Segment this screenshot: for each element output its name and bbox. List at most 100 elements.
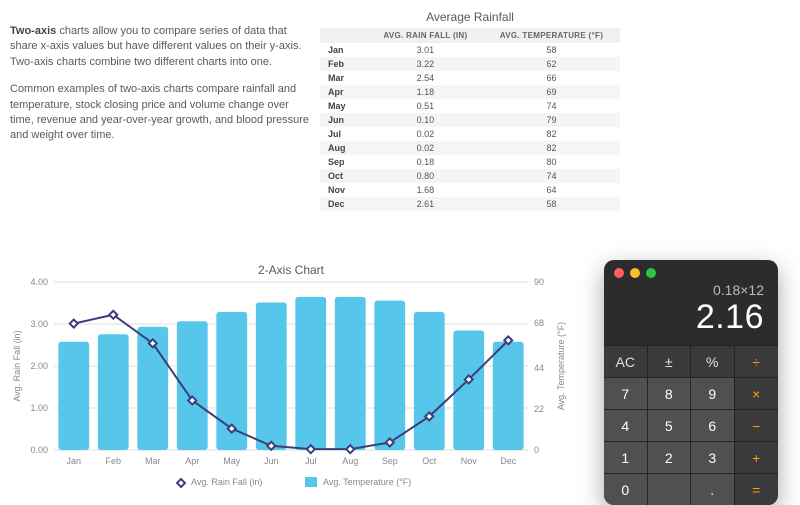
key-0[interactable]: 0 [604, 473, 648, 505]
legend-line: Avg. Rain Fall (in) [191, 477, 262, 487]
key-8[interactable]: 8 [648, 377, 692, 409]
table-title: Average Rainfall [320, 10, 620, 24]
marker [70, 320, 78, 328]
svg-text:68: 68 [534, 318, 544, 328]
legend-bar: Avg. Temperature (°F) [323, 477, 411, 487]
svg-text:2.00: 2.00 [30, 361, 48, 371]
key-×[interactable]: × [735, 377, 779, 409]
minimize-icon[interactable] [630, 268, 640, 278]
bar [256, 303, 287, 450]
chart-svg: 2-Axis Chart0.001.002.003.004.0002244689… [6, 260, 576, 490]
x-tick: Dec [500, 456, 517, 466]
maximize-icon[interactable] [646, 268, 656, 278]
key-3[interactable]: 3 [691, 441, 735, 473]
cell-month: Jul [320, 127, 368, 141]
key-2[interactable]: 2 [648, 441, 692, 473]
cell-rain: 0.51 [368, 99, 483, 113]
cell-temp: 80 [483, 155, 620, 169]
y-right-label: Avg. Temperature (°F) [556, 322, 566, 410]
calculator-window[interactable]: 0.18×12 2.16 AC±%÷ 789× 456− 123+0.= [604, 260, 778, 505]
table-row: Aug0.0282 [320, 141, 620, 155]
cell-temp: 82 [483, 141, 620, 155]
table-row: Nov1.6864 [320, 183, 620, 197]
calculator-keypad: AC±%÷ 789× 456− 123+0.= [604, 345, 778, 505]
cell-temp: 79 [483, 113, 620, 127]
table-row: Dec2.6158 [320, 197, 620, 211]
table-row: Jul0.0282 [320, 127, 620, 141]
calc-expression: 0.18×12 [618, 282, 764, 298]
key-AC[interactable]: AC [604, 345, 648, 377]
key-%[interactable]: % [691, 345, 735, 377]
svg-text:22: 22 [534, 404, 544, 414]
col-temp: Avg. Temperature (°F) [483, 28, 620, 43]
key-.[interactable]: . [691, 473, 735, 505]
cell-temp: 58 [483, 197, 620, 211]
table-row: Jan3.0158 [320, 43, 620, 57]
close-icon[interactable] [614, 268, 624, 278]
key-6[interactable]: 6 [691, 409, 735, 441]
svg-text:0.00: 0.00 [30, 445, 48, 455]
rainfall-table: Avg. Rain Fall (in) Avg. Temperature (°F… [320, 28, 620, 211]
cell-month: Nov [320, 183, 368, 197]
table-row: Jun0.1079 [320, 113, 620, 127]
cell-rain: 0.80 [368, 169, 483, 183]
cell-temp: 69 [483, 85, 620, 99]
key-9[interactable]: 9 [691, 377, 735, 409]
cell-month: Jan [320, 43, 368, 57]
key-1[interactable]: 1 [604, 441, 648, 473]
cell-rain: 3.22 [368, 57, 483, 71]
svg-text:4.00: 4.00 [30, 277, 48, 287]
bar [295, 297, 326, 450]
cell-month: Oct [320, 169, 368, 183]
table-row: Mar2.5466 [320, 71, 620, 85]
svg-text:0: 0 [534, 445, 539, 455]
cell-rain: 3.01 [368, 43, 483, 57]
cell-rain: 0.10 [368, 113, 483, 127]
cell-month: May [320, 99, 368, 113]
table-row: Feb3.2262 [320, 57, 620, 71]
y-left-label: Avg. Rain Fall (in) [12, 330, 22, 401]
key-blank [648, 473, 692, 505]
bar [414, 312, 445, 450]
bar [374, 301, 405, 450]
two-axis-chart: 2-Axis Chart0.001.002.003.004.0002244689… [6, 260, 576, 490]
col-rain: Avg. Rain Fall (in) [368, 28, 483, 43]
cell-temp: 66 [483, 71, 620, 85]
cell-temp: 74 [483, 169, 620, 183]
bar [493, 342, 524, 450]
cell-month: Dec [320, 197, 368, 211]
x-tick: Aug [342, 456, 358, 466]
svg-text:3.00: 3.00 [30, 319, 48, 329]
key-+[interactable]: + [735, 441, 779, 473]
key-±[interactable]: ± [648, 345, 692, 377]
x-tick: Sep [382, 456, 398, 466]
cell-temp: 62 [483, 57, 620, 71]
cell-month: Apr [320, 85, 368, 99]
svg-text:44: 44 [534, 363, 544, 373]
cell-temp: 58 [483, 43, 620, 57]
cell-month: Jun [320, 113, 368, 127]
rainfall-table-wrap: Average Rainfall Avg. Rain Fall (in) Avg… [320, 10, 620, 211]
cell-month: Feb [320, 57, 368, 71]
cell-rain: 0.02 [368, 141, 483, 155]
key-−[interactable]: − [735, 409, 779, 441]
key-÷[interactable]: ÷ [735, 345, 779, 377]
calc-result: 2.16 [618, 298, 764, 337]
key-5[interactable]: 5 [648, 409, 692, 441]
cell-month: Aug [320, 141, 368, 155]
table-row: Sep0.1880 [320, 155, 620, 169]
x-tick: Jan [66, 456, 81, 466]
table-row: May0.5174 [320, 99, 620, 113]
x-tick: May [223, 456, 241, 466]
x-tick: Jun [264, 456, 279, 466]
key-7[interactable]: 7 [604, 377, 648, 409]
cell-rain: 0.02 [368, 127, 483, 141]
cell-temp: 82 [483, 127, 620, 141]
x-tick: Jul [305, 456, 317, 466]
cell-temp: 64 [483, 183, 620, 197]
key-=[interactable]: = [735, 473, 779, 505]
desc-bold: Two-axis [10, 25, 56, 37]
table-row: Apr1.1869 [320, 85, 620, 99]
key-4[interactable]: 4 [604, 409, 648, 441]
svg-text:90: 90 [534, 277, 544, 287]
